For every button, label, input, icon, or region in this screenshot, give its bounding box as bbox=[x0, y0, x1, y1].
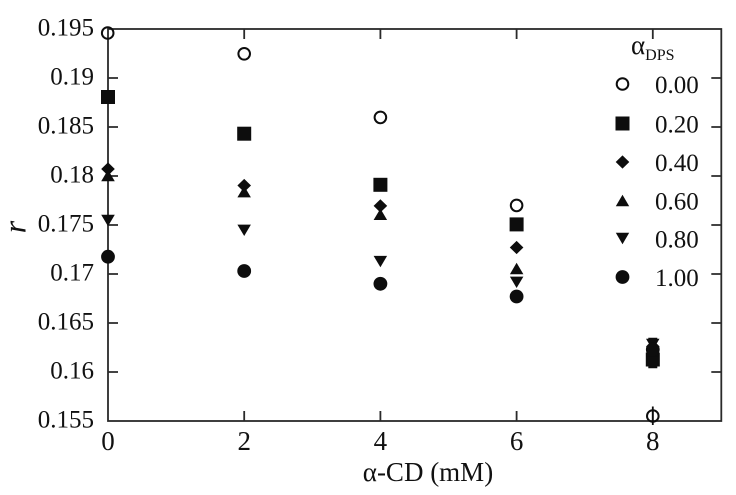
svg-text:0.20: 0.20 bbox=[655, 112, 699, 139]
svg-text:r: r bbox=[0, 220, 33, 233]
svg-text:0.155: 0.155 bbox=[38, 407, 94, 434]
svg-text:6: 6 bbox=[510, 426, 524, 456]
svg-text:2: 2 bbox=[237, 426, 251, 456]
svg-text:1.00: 1.00 bbox=[655, 265, 699, 292]
svg-text:0.16: 0.16 bbox=[50, 358, 94, 385]
svg-text:0: 0 bbox=[101, 426, 115, 456]
svg-text:4: 4 bbox=[374, 426, 388, 456]
svg-text:0.17: 0.17 bbox=[50, 260, 94, 287]
svg-text:0.19: 0.19 bbox=[50, 64, 94, 91]
svg-text:0.60: 0.60 bbox=[655, 189, 699, 216]
svg-text:0.80: 0.80 bbox=[655, 227, 699, 254]
svg-text:0.40: 0.40 bbox=[655, 150, 699, 177]
svg-text:0.175: 0.175 bbox=[38, 211, 94, 238]
svg-text:0.165: 0.165 bbox=[38, 309, 94, 336]
svg-text:0.185: 0.185 bbox=[38, 113, 94, 140]
svg-text:0.195: 0.195 bbox=[38, 15, 94, 42]
svg-text:α-CD (mM): α-CD (mM) bbox=[363, 457, 493, 487]
svg-text:0.00: 0.00 bbox=[655, 72, 699, 99]
svg-text:8: 8 bbox=[646, 426, 660, 456]
svg-text:0.18: 0.18 bbox=[50, 162, 94, 189]
